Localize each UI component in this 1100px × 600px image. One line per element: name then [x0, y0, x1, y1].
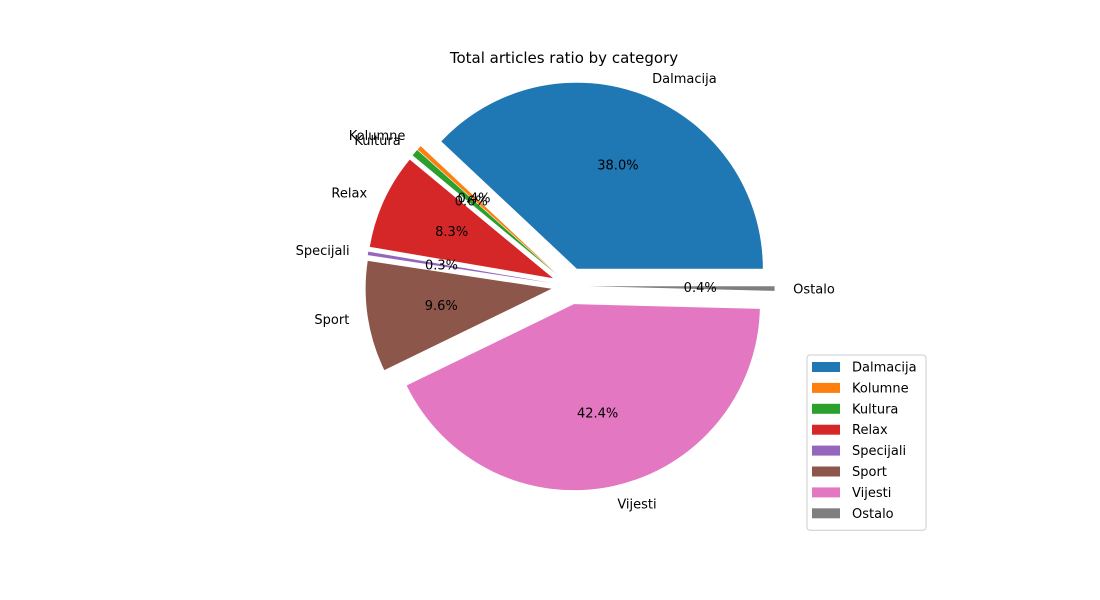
pie-slice-ostalo [588, 286, 775, 291]
slice-label-specijali: Specijali [296, 244, 350, 259]
pie-slice-specijali [367, 251, 552, 284]
legend-swatch-dalmacija [812, 362, 840, 372]
legend-swatch-kultura [812, 403, 840, 414]
legend-frame [806, 354, 927, 531]
pie-slice-dalmacija [441, 82, 763, 269]
legend-swatch-specijali [812, 445, 840, 456]
percent-label-sport: 9.6% [425, 299, 458, 314]
legend-label-specijali: Specijali [852, 444, 906, 459]
legend-label-vijesti: Vijesti [852, 486, 891, 501]
legend-label-kultura: Kultura [852, 402, 898, 417]
legend-swatch-relax [812, 424, 840, 435]
percent-label-ostalo: 0.4% [684, 281, 717, 296]
legend-label-sport: Sport [852, 465, 887, 480]
chart-title: Total articles ratio by category [449, 49, 678, 67]
percent-label-relax: 8.3% [435, 225, 468, 240]
percent-label-kolumne: 0.4% [457, 192, 490, 207]
slice-label-kultura: Kultura [354, 134, 400, 149]
labels-group: Dalmacija 38.0% Kolumne 0.4% Kultura 0.6% Rela… [296, 72, 835, 513]
pie-slice-sport [365, 260, 552, 371]
slice-label-vijesti: Vijesti [617, 498, 656, 513]
legend-swatch-ostalo [812, 508, 840, 519]
legend-swatch-vijesti [812, 487, 840, 498]
percent-label-vijesti: 42.4% [577, 407, 618, 422]
pie-slice-vijesti [406, 304, 760, 491]
legend: Dalmacija Kolumne Kultura Relax Specijali Spo… [806, 354, 927, 531]
slice-label-sport: Sport [314, 313, 349, 328]
legend-label-relax: Relax [852, 423, 888, 438]
pie-slice-kolumne [417, 146, 557, 274]
slices-group [365, 82, 775, 491]
pie-slice-relax [369, 159, 554, 279]
slice-label-relax: Relax [331, 186, 367, 201]
legend-label-ostalo: Ostalo [852, 507, 894, 522]
legend-swatch-sport [812, 466, 840, 477]
legend-swatch-kolumne [812, 382, 840, 393]
slice-label-ostalo: Ostalo [793, 282, 835, 297]
percent-label-dalmacija: 38.0% [597, 158, 638, 173]
percent-label-kultura: 0.6% [455, 195, 488, 210]
legend-label-dalmacija: Dalmacija [852, 361, 917, 376]
pie-slice-kultura [412, 149, 556, 274]
slice-label-kolumne: Kolumne [349, 129, 406, 144]
slice-label-dalmacija: Dalmacija [652, 72, 717, 87]
percent-label-specijali: 0.3% [425, 259, 458, 274]
legend-label-kolumne: Kolumne [852, 381, 909, 396]
